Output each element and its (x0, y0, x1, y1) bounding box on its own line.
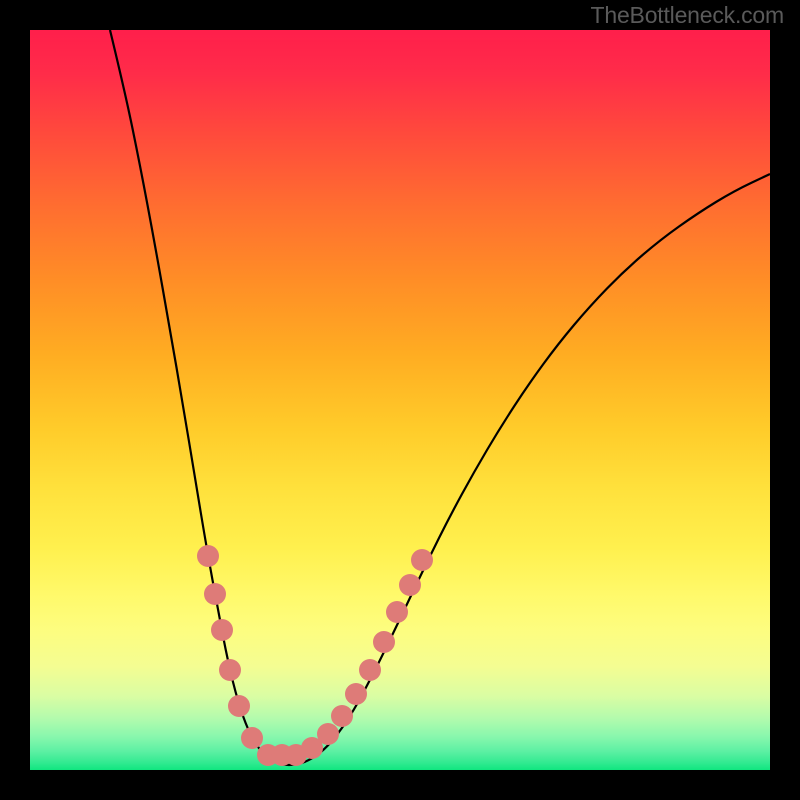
curve-marker (317, 723, 339, 745)
curve-marker (331, 705, 353, 727)
bottleneck-chart (30, 30, 770, 770)
watermark-text: TheBottleneck.com (591, 2, 784, 29)
curve-marker (345, 683, 367, 705)
curve-marker (219, 659, 241, 681)
curve-marker (359, 659, 381, 681)
curve-marker (386, 601, 408, 623)
curve-marker (373, 631, 395, 653)
curve-marker (197, 545, 219, 567)
curve-marker (211, 619, 233, 641)
curve-marker (411, 549, 433, 571)
curve-marker (399, 574, 421, 596)
curve-marker (228, 695, 250, 717)
curve-markers (197, 545, 433, 766)
curve-marker (204, 583, 226, 605)
curve-layer (30, 30, 770, 770)
curve-marker (241, 727, 263, 749)
bottleneck-curve (110, 30, 770, 765)
